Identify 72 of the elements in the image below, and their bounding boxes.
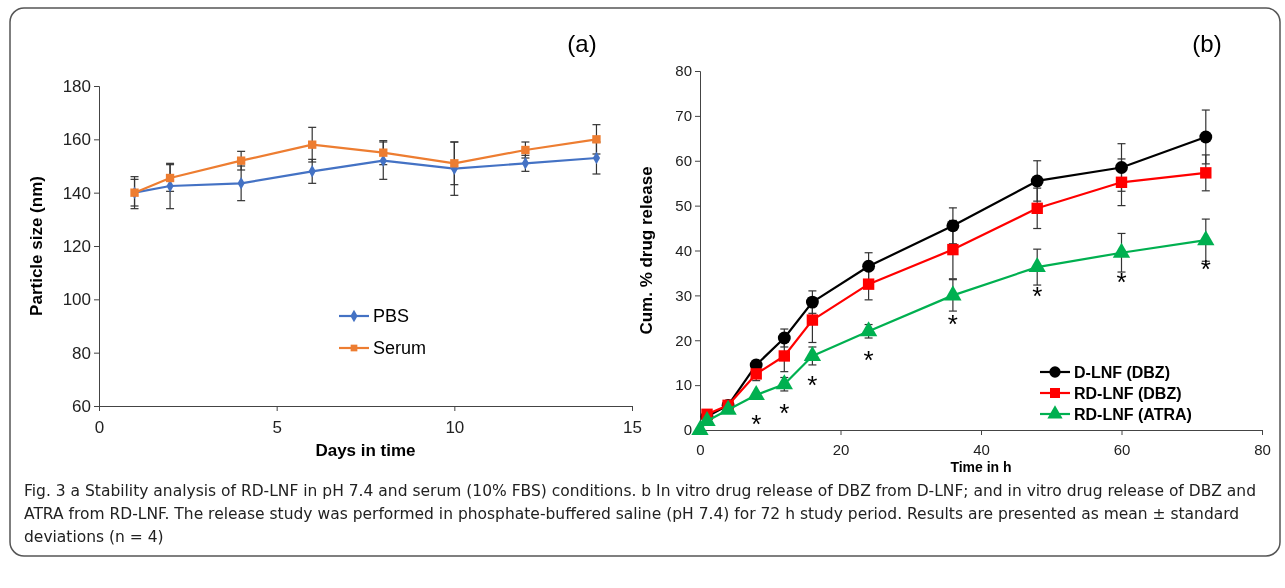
annotation: * xyxy=(1116,266,1127,297)
y-tick-label: 80 xyxy=(675,62,692,80)
y-axis-title: Cum. % drug release xyxy=(637,166,656,335)
chart-title: (a) xyxy=(567,30,597,57)
point xyxy=(803,345,822,361)
legend-label: RD-LNF (ATRA) xyxy=(1074,406,1192,423)
annotation: * xyxy=(751,409,762,439)
point xyxy=(947,243,959,256)
point xyxy=(859,321,878,337)
legend-label: PBS xyxy=(373,306,410,326)
point xyxy=(521,145,530,155)
point xyxy=(592,135,601,144)
caption: Fig. 3 a Stability analysis of RD-LNF in pH 7.4 and serum (10% FBS) conditions. b In vitro drug release of DBZ from D-LNF; and in vitro drug release of DBZ and ATRA from RD-LNF. The release study was performed in phosphate-buffered saline (pH 7.4) for 72 h study period. Results are presented as mean ± standard deviations (n = 4) xyxy=(24,481,1258,548)
y-tick-label: 140 xyxy=(62,183,91,203)
y-tick-label: 120 xyxy=(62,236,91,256)
point xyxy=(747,384,765,400)
y-tick-label: 10 xyxy=(675,376,692,394)
point xyxy=(1115,176,1128,188)
point xyxy=(778,350,790,362)
point xyxy=(1200,167,1212,179)
point xyxy=(1031,202,1043,215)
point xyxy=(946,219,960,233)
x-tick-label: 10 xyxy=(445,417,465,437)
annotation: * xyxy=(1032,281,1043,312)
point xyxy=(1030,174,1044,188)
y-tick-label: 30 xyxy=(675,286,692,304)
point xyxy=(308,140,317,149)
point xyxy=(1028,257,1046,273)
x-tick-label: 15 xyxy=(623,417,642,437)
y-tick-label: 60 xyxy=(675,152,692,170)
point xyxy=(236,156,246,165)
x-tick-label: 5 xyxy=(272,417,282,437)
y-tick-label: 70 xyxy=(675,107,692,125)
point xyxy=(862,278,875,290)
y-tick-label: 60 xyxy=(72,396,91,416)
annotation: * xyxy=(947,309,958,340)
x-tick-label: 80 xyxy=(1254,440,1271,458)
x-axis-title: Time in h xyxy=(950,459,1012,475)
x-tick-label: 0 xyxy=(94,417,105,437)
point xyxy=(1197,230,1215,246)
point xyxy=(862,259,876,273)
point xyxy=(1115,161,1128,174)
x-tick-label: 40 xyxy=(973,440,990,458)
point xyxy=(805,295,819,309)
point xyxy=(165,173,175,183)
y-tick-label: 20 xyxy=(675,331,692,349)
point xyxy=(379,148,388,157)
x-axis-title: Days in time xyxy=(315,441,416,460)
legend-label: Serum xyxy=(373,338,427,358)
x-tick-label: 60 xyxy=(1113,440,1131,458)
x-tick-label: 20 xyxy=(832,440,850,458)
legend-label: D-LNF (DBZ) xyxy=(1074,364,1170,381)
x-tick-label: 0 xyxy=(696,440,705,458)
point xyxy=(775,374,793,390)
annotation: * xyxy=(1200,254,1211,285)
y-tick-label: 40 xyxy=(675,241,692,259)
annotation: * xyxy=(863,345,874,376)
y-tick-label: 180 xyxy=(62,76,91,96)
y-tick-label: 50 xyxy=(675,196,692,214)
y-tick-label: 160 xyxy=(62,130,91,150)
chart-title: (b) xyxy=(1192,30,1222,57)
annotation: * xyxy=(779,398,790,429)
point xyxy=(944,285,962,301)
point xyxy=(1199,130,1213,144)
legend-label: RD-LNF (DBZ) xyxy=(1074,385,1182,402)
point xyxy=(450,159,459,168)
y-tick-label: 80 xyxy=(72,343,91,363)
annotation: * xyxy=(807,369,818,400)
y-tick-label: 100 xyxy=(62,290,91,310)
y-axis-title: Particle size (nm) xyxy=(27,176,46,316)
point xyxy=(691,420,709,435)
point xyxy=(806,314,819,326)
